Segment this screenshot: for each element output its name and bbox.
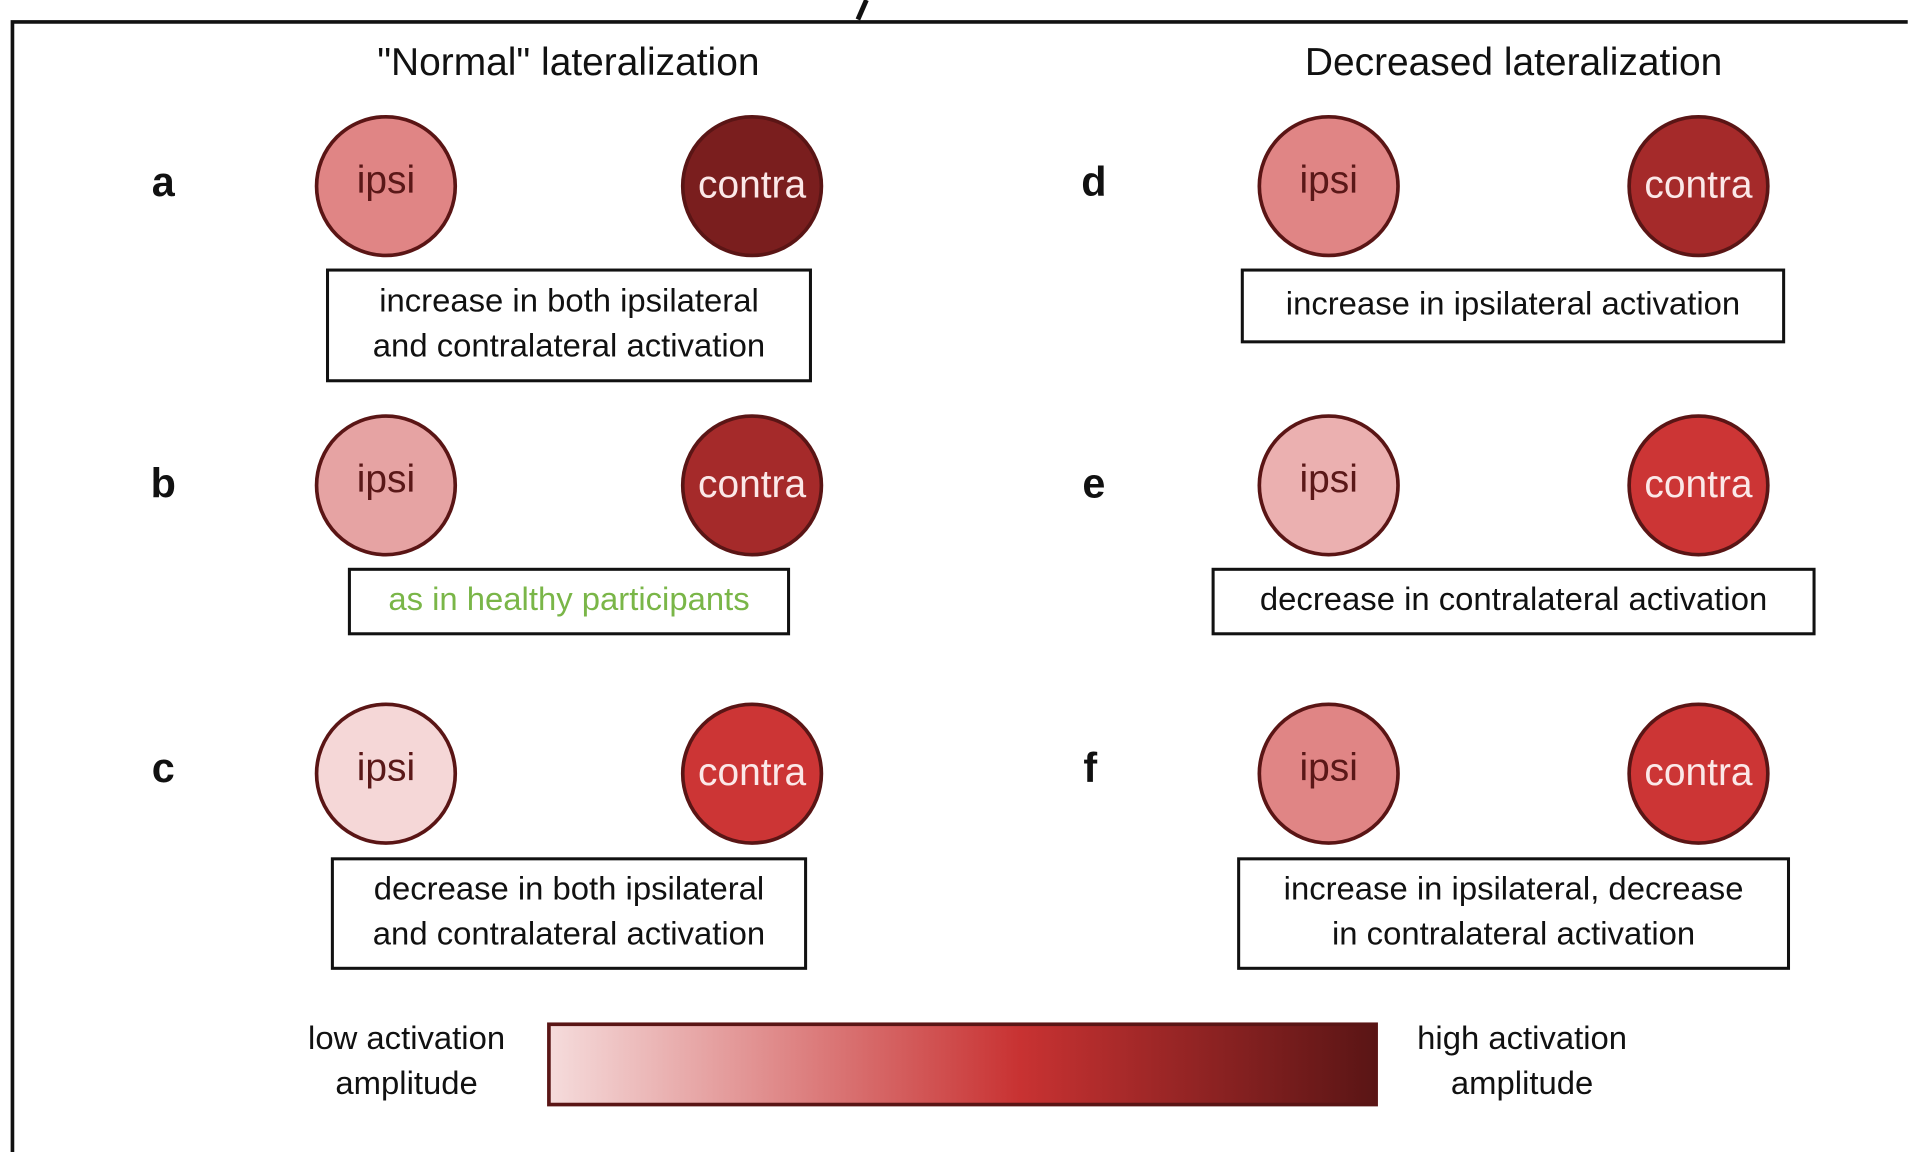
panel-letter: c xyxy=(152,745,175,791)
panel-letter: b xyxy=(151,461,176,507)
ipsi-label: ipsi xyxy=(1299,159,1357,202)
box-text: in contralateral activation xyxy=(1332,915,1695,952)
ipsi-circle xyxy=(314,414,458,557)
contra-circle xyxy=(680,414,824,557)
ipsi-label: ipsi xyxy=(357,159,415,202)
panel-letter: d xyxy=(1081,159,1106,205)
heading: Decreased lateralization xyxy=(1305,41,1722,84)
colorbar xyxy=(547,1022,1378,1107)
ipsi-circle xyxy=(1257,702,1400,845)
legend-high: high activation xyxy=(1417,1019,1627,1056)
ipsi-label: ipsi xyxy=(357,746,415,789)
ipsi-circle xyxy=(314,702,458,845)
ipsi-circle xyxy=(314,114,458,258)
contra-label: contra xyxy=(1644,164,1752,207)
contra-label: contra xyxy=(698,751,806,794)
contra-label: contra xyxy=(698,463,806,506)
contra-circle xyxy=(1627,114,1770,258)
contra-label: contra xyxy=(1644,751,1752,794)
legend-high: amplitude xyxy=(1451,1064,1593,1101)
text-box xyxy=(330,857,808,970)
box-text: increase in both ipsilateral xyxy=(379,282,759,319)
box-text: decrease in both ipsilateral xyxy=(374,870,765,907)
glyph-fragment xyxy=(855,0,869,21)
ipsi-label: ipsi xyxy=(357,458,415,501)
ipsi-circle xyxy=(1257,414,1400,557)
heading: "Normal" lateralization xyxy=(377,41,759,84)
box-text: and contralateral activation xyxy=(373,915,765,952)
ipsi-circle xyxy=(1257,114,1400,258)
panel-letter: a xyxy=(152,159,176,205)
contra-label: contra xyxy=(698,164,806,207)
text-box xyxy=(347,567,791,636)
ipsi-label: ipsi xyxy=(1299,746,1357,789)
ipsi-label: ipsi xyxy=(1299,458,1357,501)
contra-circle xyxy=(1627,414,1770,557)
contra-circle xyxy=(1627,702,1770,845)
contra-circle xyxy=(680,702,824,845)
panel-letter: f xyxy=(1083,745,1097,791)
legend-low: amplitude xyxy=(335,1064,477,1101)
text-box xyxy=(1211,567,1816,636)
box-text: increase in ipsilateral activation xyxy=(1286,285,1740,322)
box-text: and contralateral activation xyxy=(373,327,765,364)
box-text: as in healthy participants xyxy=(388,580,749,617)
text-box xyxy=(325,268,812,383)
box-text: decrease in contralateral activation xyxy=(1260,580,1767,617)
frame xyxy=(10,20,1908,1152)
contra-circle xyxy=(680,114,824,258)
panel-letter: e xyxy=(1082,461,1105,507)
text-box xyxy=(1240,268,1786,344)
box-text: increase in ipsilateral, decrease xyxy=(1284,870,1744,907)
text-box xyxy=(1237,857,1791,970)
legend-low: low activation xyxy=(308,1019,505,1056)
contra-label: contra xyxy=(1644,463,1752,506)
